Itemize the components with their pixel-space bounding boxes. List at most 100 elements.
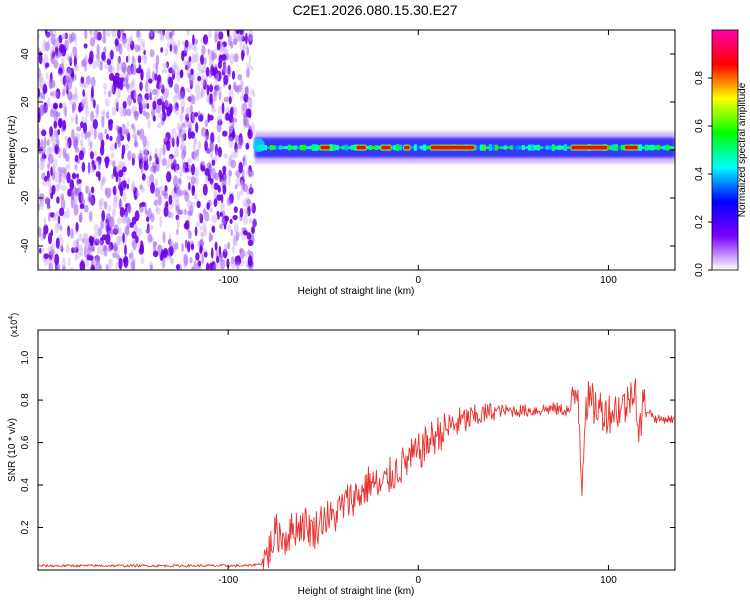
noise-blob [185,113,190,123]
noise-blob [218,252,224,259]
noise-blob [179,189,183,197]
spectrogram-panel: -100 0 100 -40 -20 0 20 40 Height of straight … [7,29,676,297]
noise-blob [142,144,148,156]
noise-blob [209,207,214,213]
noise-blob [166,139,171,152]
noise-blob [201,231,204,239]
noise-blob [79,139,84,146]
band-cell [665,144,669,151]
noise-blob [100,219,104,230]
noise-blob [110,82,114,95]
noise-blob [45,197,51,205]
noise-blob [149,49,155,58]
noise-blob [93,128,97,140]
noise-blob [65,141,69,151]
noise-blob [169,212,175,219]
noise-blob [165,30,171,42]
noise-blob [101,176,105,185]
noise-blob [38,112,41,123]
noise-blob [89,37,96,47]
noise-blob [74,154,79,163]
noise-blob [90,151,94,160]
noise-blob [73,65,79,72]
noise-blob [150,182,155,194]
noise-blob [155,207,161,215]
noise-blob [113,242,118,253]
noise-blob [62,88,66,97]
noise-blob [71,46,76,55]
noise-blob [204,211,210,222]
noise-blob [95,259,101,270]
noise-blob [228,84,231,91]
noise-blob [235,30,240,35]
noise-blob [108,53,111,60]
noise-blob [55,52,61,59]
noise-blob [195,92,199,102]
noise-blob [95,108,99,119]
snr-scale-open: (x10 [9,320,19,338]
noise-blob [88,190,92,198]
noise-blob [50,166,53,177]
band-cell [551,144,555,151]
noise-blob [205,66,210,77]
band-cell [272,145,276,150]
colorbar-ticks: 0.0 0.2 0.4 0.6 0.8 [694,71,712,277]
noise-blob [218,83,222,95]
noise-blob [98,199,103,211]
noise-blob [80,191,85,204]
noise-blob [176,136,179,148]
noise-blob [50,248,54,259]
noise-blob [144,93,150,101]
noise-blob [81,59,87,67]
band-cell [539,146,543,149]
noise-blob [181,242,184,253]
noise-blob [80,121,84,129]
band-cell [299,144,303,151]
noise-blob [173,248,176,254]
noise-blob [156,98,163,106]
noise-blob [96,53,100,60]
noise-blob [249,201,253,212]
noise-blob [235,231,239,242]
noise-blob [210,182,215,190]
noise-blob [112,185,117,196]
noise-blob [230,152,236,159]
noise-blob [65,243,70,254]
noise-blob [74,36,77,46]
noise-blob [64,106,68,118]
noise-blob [159,147,163,157]
noise-blob [247,129,251,137]
noise-blob [192,72,196,82]
band-cell [419,145,423,150]
noise-blob [40,247,45,253]
noise-blob [66,91,73,101]
noise-blob [204,168,210,177]
snr-scale-label: (x104) [8,313,19,337]
noise-blob [133,223,138,234]
noise-blob [70,32,75,43]
noise-blob [84,30,88,40]
noise-blob [126,183,130,190]
noise-blob [162,62,168,69]
noise-blob [112,252,118,258]
band-cell [332,144,336,151]
noise-blob [161,110,167,122]
spectrogram-y-ticks: -40 -20 0 20 40 [20,48,675,253]
noise-blob [118,55,121,64]
noise-blob [219,211,223,217]
noise-blob [166,162,169,170]
noise-blob [57,147,62,159]
band-cell [494,144,498,151]
band-peak [571,145,608,150]
noise-blob [116,235,121,246]
noise-blob [41,158,45,169]
noise-blob [98,132,104,141]
noise-blob [49,126,53,137]
noise-blob [154,147,159,160]
noise-blob [103,201,108,210]
noise-blob [166,254,172,260]
band-peak [430,145,475,150]
noise-blob [191,266,195,270]
spectrogram-xtick-label: 100 [600,275,617,286]
noise-blob [119,206,125,218]
